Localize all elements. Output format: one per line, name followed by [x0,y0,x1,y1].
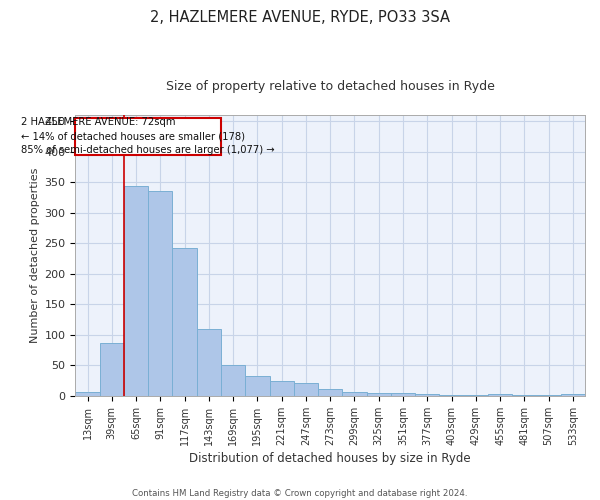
Bar [439,394,464,396]
Bar [561,394,585,396]
Bar [318,389,343,396]
Y-axis label: Number of detached properties: Number of detached properties [31,168,40,343]
Bar [197,329,221,396]
Bar [269,380,294,396]
Bar [100,343,124,396]
Text: Contains HM Land Registry data © Crown copyright and database right 2024.: Contains HM Land Registry data © Crown c… [132,488,468,498]
Bar [367,393,391,396]
Bar [172,248,197,396]
FancyBboxPatch shape [76,118,221,154]
Bar [294,382,318,396]
Bar [76,392,100,396]
Text: 2 HAZLEMERE AVENUE: 72sqm
← 14% of detached houses are smaller (178)
85% of semi: 2 HAZLEMERE AVENUE: 72sqm ← 14% of detac… [22,118,275,156]
Bar [124,186,148,396]
Bar [391,393,415,396]
Bar [343,392,367,396]
Bar [221,366,245,396]
Bar [415,394,439,396]
Text: 2, HAZLEMERE AVENUE, RYDE, PO33 3SA: 2, HAZLEMERE AVENUE, RYDE, PO33 3SA [150,10,450,25]
Title: Size of property relative to detached houses in Ryde: Size of property relative to detached ho… [166,80,494,93]
Bar [488,394,512,396]
Bar [245,376,269,396]
Bar [148,192,172,396]
X-axis label: Distribution of detached houses by size in Ryde: Distribution of detached houses by size … [190,452,471,465]
